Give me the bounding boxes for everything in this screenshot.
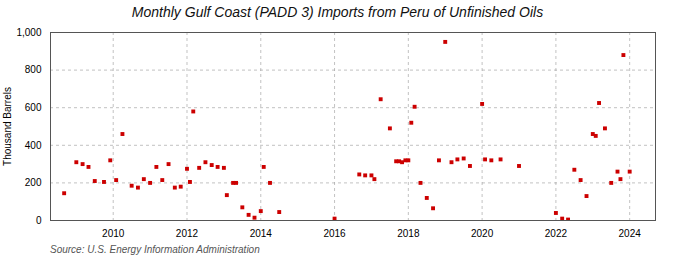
svg-text:2020: 2020 bbox=[471, 228, 494, 239]
svg-text:2016: 2016 bbox=[323, 228, 346, 239]
svg-text:2012: 2012 bbox=[176, 228, 199, 239]
svg-text:200: 200 bbox=[25, 177, 42, 188]
svg-text:2014: 2014 bbox=[250, 228, 273, 239]
html-text:Source: U.S. Energy Informatio: Source: U.S. Energy Information Administ… bbox=[50, 244, 260, 255]
svg-text:2010: 2010 bbox=[102, 228, 125, 239]
svg-text:400: 400 bbox=[25, 140, 42, 151]
svg-text:2022: 2022 bbox=[545, 228, 568, 239]
svg-text:0: 0 bbox=[36, 215, 42, 226]
html-text:Monthly Gulf Coast (PADD 3) Im: Monthly Gulf Coast (PADD 3) Imports from… bbox=[131, 4, 544, 20]
svg-text:Thousand Barrels: Thousand Barrels bbox=[2, 87, 13, 166]
svg-text:1,000: 1,000 bbox=[16, 27, 41, 38]
svg-text:600: 600 bbox=[25, 102, 42, 113]
svg-text:800: 800 bbox=[25, 64, 42, 75]
svg-text:2018: 2018 bbox=[397, 228, 420, 239]
svg-text:2024: 2024 bbox=[619, 228, 642, 239]
